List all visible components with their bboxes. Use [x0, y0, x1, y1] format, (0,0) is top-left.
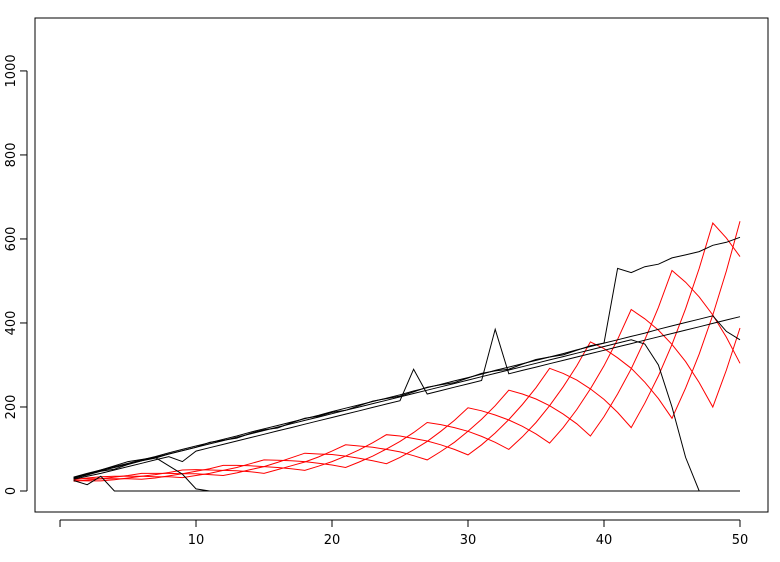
series-line [73, 316, 741, 480]
x-tick-label: 30 [460, 533, 477, 548]
x-tick-label: 40 [596, 533, 613, 548]
y-tick-label: 400 [4, 311, 19, 336]
y-tick-label: 600 [4, 227, 19, 252]
series-line [73, 456, 740, 492]
series-line [73, 339, 740, 492]
x-tick-label: 10 [188, 533, 205, 548]
series-line [73, 269, 741, 482]
x-tick-label: 50 [732, 533, 749, 548]
plot-box [34, 17, 769, 513]
series-line [73, 475, 740, 492]
y-tick-label: 200 [4, 395, 19, 420]
y-tick-label: 1000 [4, 54, 19, 87]
series-line [73, 315, 741, 478]
y-tick-label: 800 [4, 143, 19, 168]
x-tick-label: 20 [324, 533, 341, 548]
series-line [73, 236, 741, 479]
y-tick-label: 0 [4, 487, 19, 495]
